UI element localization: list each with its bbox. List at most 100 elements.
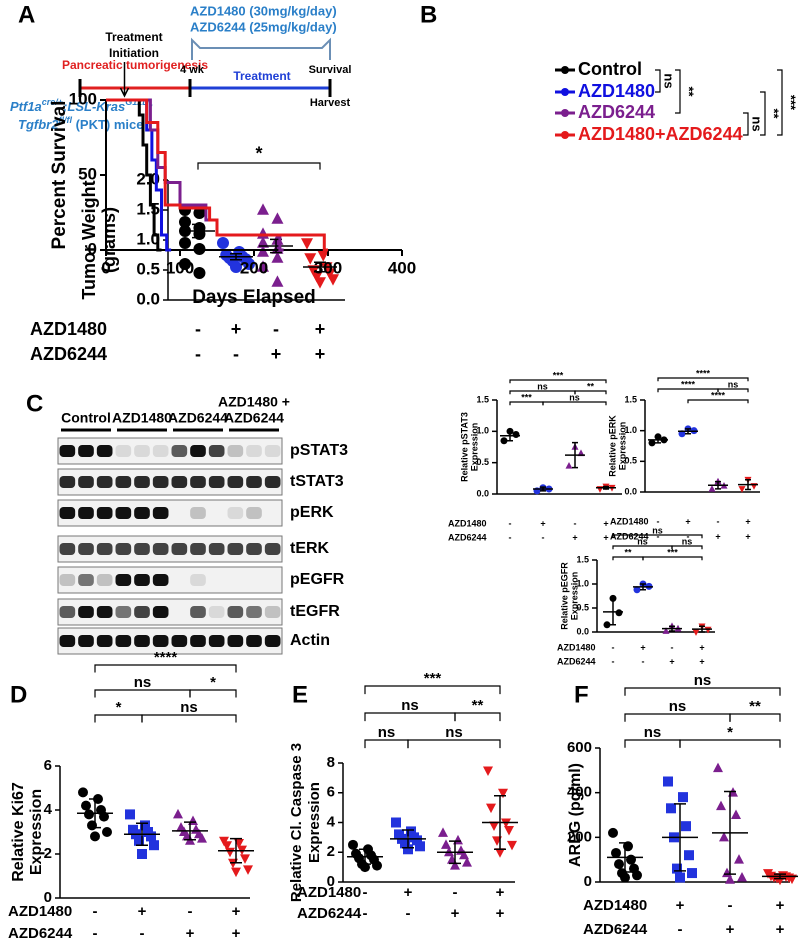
y-axis-label: AREG (pg/ml) (567, 763, 584, 867)
y-tick-label: 2.0 (136, 169, 160, 188)
condition-sign: + (138, 903, 147, 920)
condition-sign: - (188, 903, 193, 920)
blot-band (115, 507, 132, 519)
dose-label: AZD6244 (25mg/kg/day) (190, 19, 337, 34)
condition-sign: + (231, 319, 242, 339)
error-bar (610, 598, 616, 626)
point (681, 821, 691, 832)
error-bar (507, 429, 513, 442)
blot-band (59, 445, 76, 457)
blot-band (134, 606, 150, 618)
blot-band (115, 574, 132, 586)
condition-sign: + (451, 905, 460, 922)
y-axis-label: Relative pSTAT3 (459, 412, 469, 482)
point (603, 621, 611, 629)
point (173, 808, 183, 819)
legend-swatch (561, 88, 569, 96)
error-bar (685, 428, 691, 435)
blot-band (208, 445, 225, 457)
blot-strip (57, 566, 283, 594)
significance-label: ** (682, 86, 697, 97)
significance-bracket (189, 689, 237, 698)
error-bar (603, 485, 609, 490)
point (504, 825, 514, 836)
blot-band (246, 507, 262, 519)
y-axis-label: Expression (617, 422, 627, 471)
y-tick-label: 0.0 (576, 626, 589, 636)
point (179, 216, 191, 228)
legend-label: AZD6244 (578, 102, 655, 122)
condition-sign: - (406, 905, 411, 922)
blot-band (134, 507, 150, 519)
point (193, 267, 206, 279)
point (462, 857, 472, 867)
point (99, 811, 109, 822)
significance-label: **** (154, 649, 178, 666)
treatment-bracket (191, 37, 331, 60)
point (193, 207, 206, 219)
point (498, 788, 508, 799)
point (320, 262, 333, 274)
blot-band (152, 445, 169, 457)
blot-row-label: tEGFR (290, 603, 340, 620)
error-bar (640, 583, 646, 591)
error-bar (572, 441, 578, 469)
condition-sign: + (315, 344, 326, 364)
condition-label: AZD1480 (610, 516, 649, 526)
y-axis-label: Relative pEGFR (559, 562, 569, 630)
error-bar (540, 486, 546, 492)
blot-band (96, 574, 113, 586)
significance-bracket (624, 687, 781, 696)
condition-label: AZD1480 (448, 518, 487, 528)
significance-bracket (612, 556, 644, 561)
point (675, 872, 685, 883)
condition-sign: - (509, 518, 512, 528)
blot-band (59, 507, 76, 519)
blot-band (96, 606, 113, 618)
condition-sign: + (603, 518, 608, 528)
significance-label: ns (750, 116, 765, 131)
significance-bracket (542, 401, 607, 406)
point (708, 485, 716, 492)
error-bar (715, 480, 721, 490)
condition-sign: - (657, 516, 660, 526)
blot-row-label: pSTAT3 (290, 442, 348, 459)
error-bar (674, 803, 686, 872)
y-axis-label: Expression (569, 572, 579, 621)
significance-bracket (675, 69, 681, 114)
condition-label: AZD1480 (297, 884, 361, 901)
significance-bracket (679, 739, 781, 748)
point (230, 261, 242, 273)
error-bar (669, 625, 675, 632)
point (687, 868, 697, 879)
blot-band (96, 445, 113, 457)
point (611, 847, 621, 858)
significance-bracket (612, 534, 703, 539)
point (738, 486, 746, 493)
significance-label: **** (696, 368, 711, 378)
blot-band (227, 507, 244, 519)
condition-label: AZD1480 (30, 319, 107, 339)
y-tick-label: 0 (44, 889, 52, 906)
significance-bracket (642, 556, 703, 561)
point (500, 437, 508, 445)
y-tick-label: 2 (44, 845, 52, 862)
condition-sign: - (612, 642, 615, 652)
blot-row-label: pEGFR (290, 571, 345, 588)
condition-sign: + (496, 884, 505, 901)
condition-sign: - (93, 925, 98, 942)
blot-band (190, 476, 206, 488)
y-tick-label: 2 (327, 843, 335, 860)
point (614, 859, 624, 870)
significance-bracket (777, 69, 783, 136)
point (307, 265, 320, 277)
point (84, 809, 94, 820)
blot-band (96, 635, 113, 647)
blot-band (208, 635, 225, 647)
point (716, 800, 726, 811)
point (327, 274, 339, 286)
legend-swatch (561, 66, 569, 74)
text-part: ;LSL-Kras (63, 99, 125, 114)
condition-sign: + (603, 532, 608, 542)
y-tick-label: 4 (44, 801, 53, 818)
